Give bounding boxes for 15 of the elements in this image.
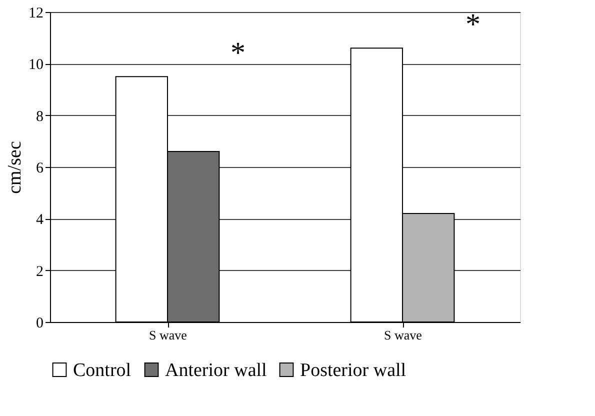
x-tick-label: S wave — [384, 328, 422, 342]
legend-label: Control — [73, 360, 132, 381]
y-tick-label: 8 — [36, 108, 44, 125]
y-tick-label: 4 — [36, 212, 44, 228]
y-tick-label: 0 — [36, 316, 44, 332]
legend-label: Anterior wall — [165, 360, 267, 381]
annotation: * — [230, 36, 246, 70]
y-tick-label: 10 — [28, 57, 44, 74]
legend-label: Posterior wall — [300, 360, 406, 381]
x-tick-label: S wave — [149, 328, 188, 342]
y-axis-title: cm/sec — [4, 141, 26, 194]
y-tick-label: 2 — [36, 264, 44, 280]
y-tick-label: 12 — [28, 6, 44, 22]
y-tick-label: 6 — [36, 160, 44, 176]
annotation: * — [466, 8, 480, 42]
